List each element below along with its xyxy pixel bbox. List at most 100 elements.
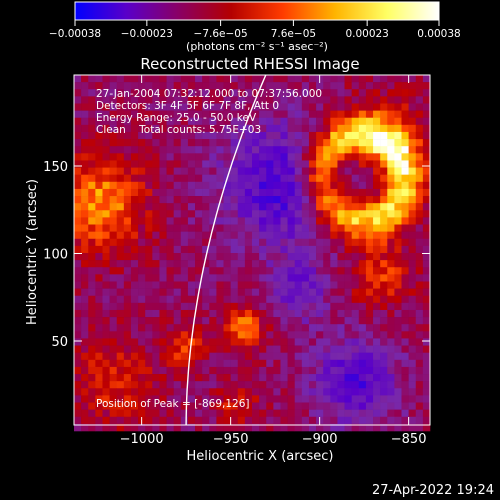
heatmap-cell — [301, 395, 310, 403]
heatmap-cell — [173, 274, 182, 282]
heatmap-cell — [180, 89, 189, 97]
heatmap-cell — [237, 153, 246, 161]
heatmap-cell — [138, 324, 146, 332]
heatmap-cell — [373, 82, 381, 90]
heatmap-cell — [287, 423, 296, 432]
heatmap-cell — [408, 110, 417, 119]
heatmap-cell — [123, 395, 132, 403]
heatmap-cell — [266, 146, 274, 154]
heatmap-cell — [273, 196, 281, 204]
heatmap-cell — [415, 317, 424, 325]
heatmap-cell — [109, 174, 118, 183]
heatmap-cell — [166, 217, 174, 225]
heatmap-cell — [173, 117, 182, 126]
heatmap-cell — [301, 117, 310, 126]
heatmap-cell — [266, 317, 274, 325]
heatmap-cell — [351, 188, 360, 197]
heatmap-cell — [301, 324, 310, 332]
heatmap-cell — [323, 153, 331, 161]
heatmap-cell — [109, 374, 118, 382]
heatmap-cell — [159, 423, 167, 432]
heatmap-cell — [230, 324, 239, 332]
heatmap-cell — [252, 188, 260, 197]
heatmap-cell — [415, 352, 424, 361]
heatmap-cell — [187, 324, 196, 332]
heatmap-cell — [344, 174, 352, 183]
heatmap-cell — [180, 203, 189, 211]
heatmap-cell — [152, 423, 160, 432]
heatmap-cell — [273, 75, 281, 83]
heatmap-cell — [308, 82, 317, 90]
heatmap-cell — [316, 117, 324, 126]
heatmap-cell — [330, 366, 338, 375]
heatmap-cell — [180, 224, 189, 232]
heatmap-cell — [195, 89, 203, 97]
heatmap-cell — [373, 267, 381, 275]
heatmap-cell — [187, 174, 196, 183]
heatmap-cell — [166, 110, 174, 119]
heatmap-cell — [301, 409, 310, 418]
heatmap-cell — [223, 196, 231, 204]
heatmap-cell — [323, 124, 331, 133]
heatmap-cell — [159, 231, 167, 240]
heatmap-cell — [259, 345, 267, 353]
heatmap-cell — [252, 388, 260, 396]
heatmap-cell — [130, 253, 139, 261]
heatmap-cell — [116, 174, 125, 183]
heatmap-cell — [230, 110, 239, 119]
annotation-time-range: 27-Jan-2004 07:32:12.000 to 07:37:56.000 — [96, 88, 322, 100]
heatmap-cell — [166, 139, 174, 147]
heatmap-cell — [74, 75, 82, 83]
heatmap-cell — [145, 338, 153, 346]
heatmap-cell — [252, 146, 260, 154]
heatmap-cell — [173, 203, 182, 211]
heatmap-cell — [138, 381, 146, 389]
heatmap-cell — [152, 146, 160, 154]
heatmap-cell — [202, 388, 210, 396]
heatmap-cell — [252, 75, 260, 83]
heatmap-cell — [358, 146, 367, 154]
heatmap-cell — [138, 409, 146, 418]
heatmap-cell — [408, 281, 417, 289]
heatmap-cell — [294, 416, 303, 425]
heatmap-cell — [415, 302, 424, 311]
heatmap-cell — [202, 331, 210, 339]
heatmap-cell — [223, 210, 231, 218]
heatmap-cell — [351, 395, 360, 403]
heatmap-cell — [280, 231, 288, 240]
heatmap-cell — [202, 96, 210, 104]
heatmap-cell — [287, 146, 296, 154]
heatmap-cell — [337, 381, 345, 389]
heatmap-cell — [159, 388, 167, 396]
heatmap-cell — [173, 345, 182, 353]
heatmap-cell — [387, 274, 395, 282]
heatmap-cell — [380, 131, 388, 140]
heatmap-cell — [95, 416, 103, 425]
heatmap-cell — [209, 345, 217, 353]
heatmap-cell — [123, 338, 132, 346]
heatmap-cell — [422, 117, 431, 126]
heatmap-cell — [102, 103, 110, 111]
heatmap-cell — [394, 366, 402, 375]
heatmap-cell — [187, 260, 196, 268]
heatmap-cell — [102, 309, 110, 318]
heatmap-cell — [102, 281, 110, 289]
heatmap-cell — [123, 381, 132, 389]
heatmap-cell — [266, 153, 274, 161]
heatmap-cell — [351, 160, 360, 168]
heatmap-cell — [273, 188, 281, 197]
heatmap-cell — [230, 181, 239, 190]
heatmap-cell — [202, 210, 210, 218]
heatmap-cell — [380, 402, 388, 410]
heatmap-cell — [88, 174, 96, 183]
heatmap-cell — [373, 374, 381, 382]
heatmap-cell — [415, 167, 424, 175]
heatmap-cell — [159, 338, 167, 346]
heatmap-cell — [337, 338, 345, 346]
heatmap-cell — [401, 131, 409, 140]
heatmap-cell — [259, 416, 267, 425]
heatmap-cell — [202, 224, 210, 232]
heatmap-cell — [145, 160, 153, 168]
heatmap-cell — [123, 245, 132, 254]
